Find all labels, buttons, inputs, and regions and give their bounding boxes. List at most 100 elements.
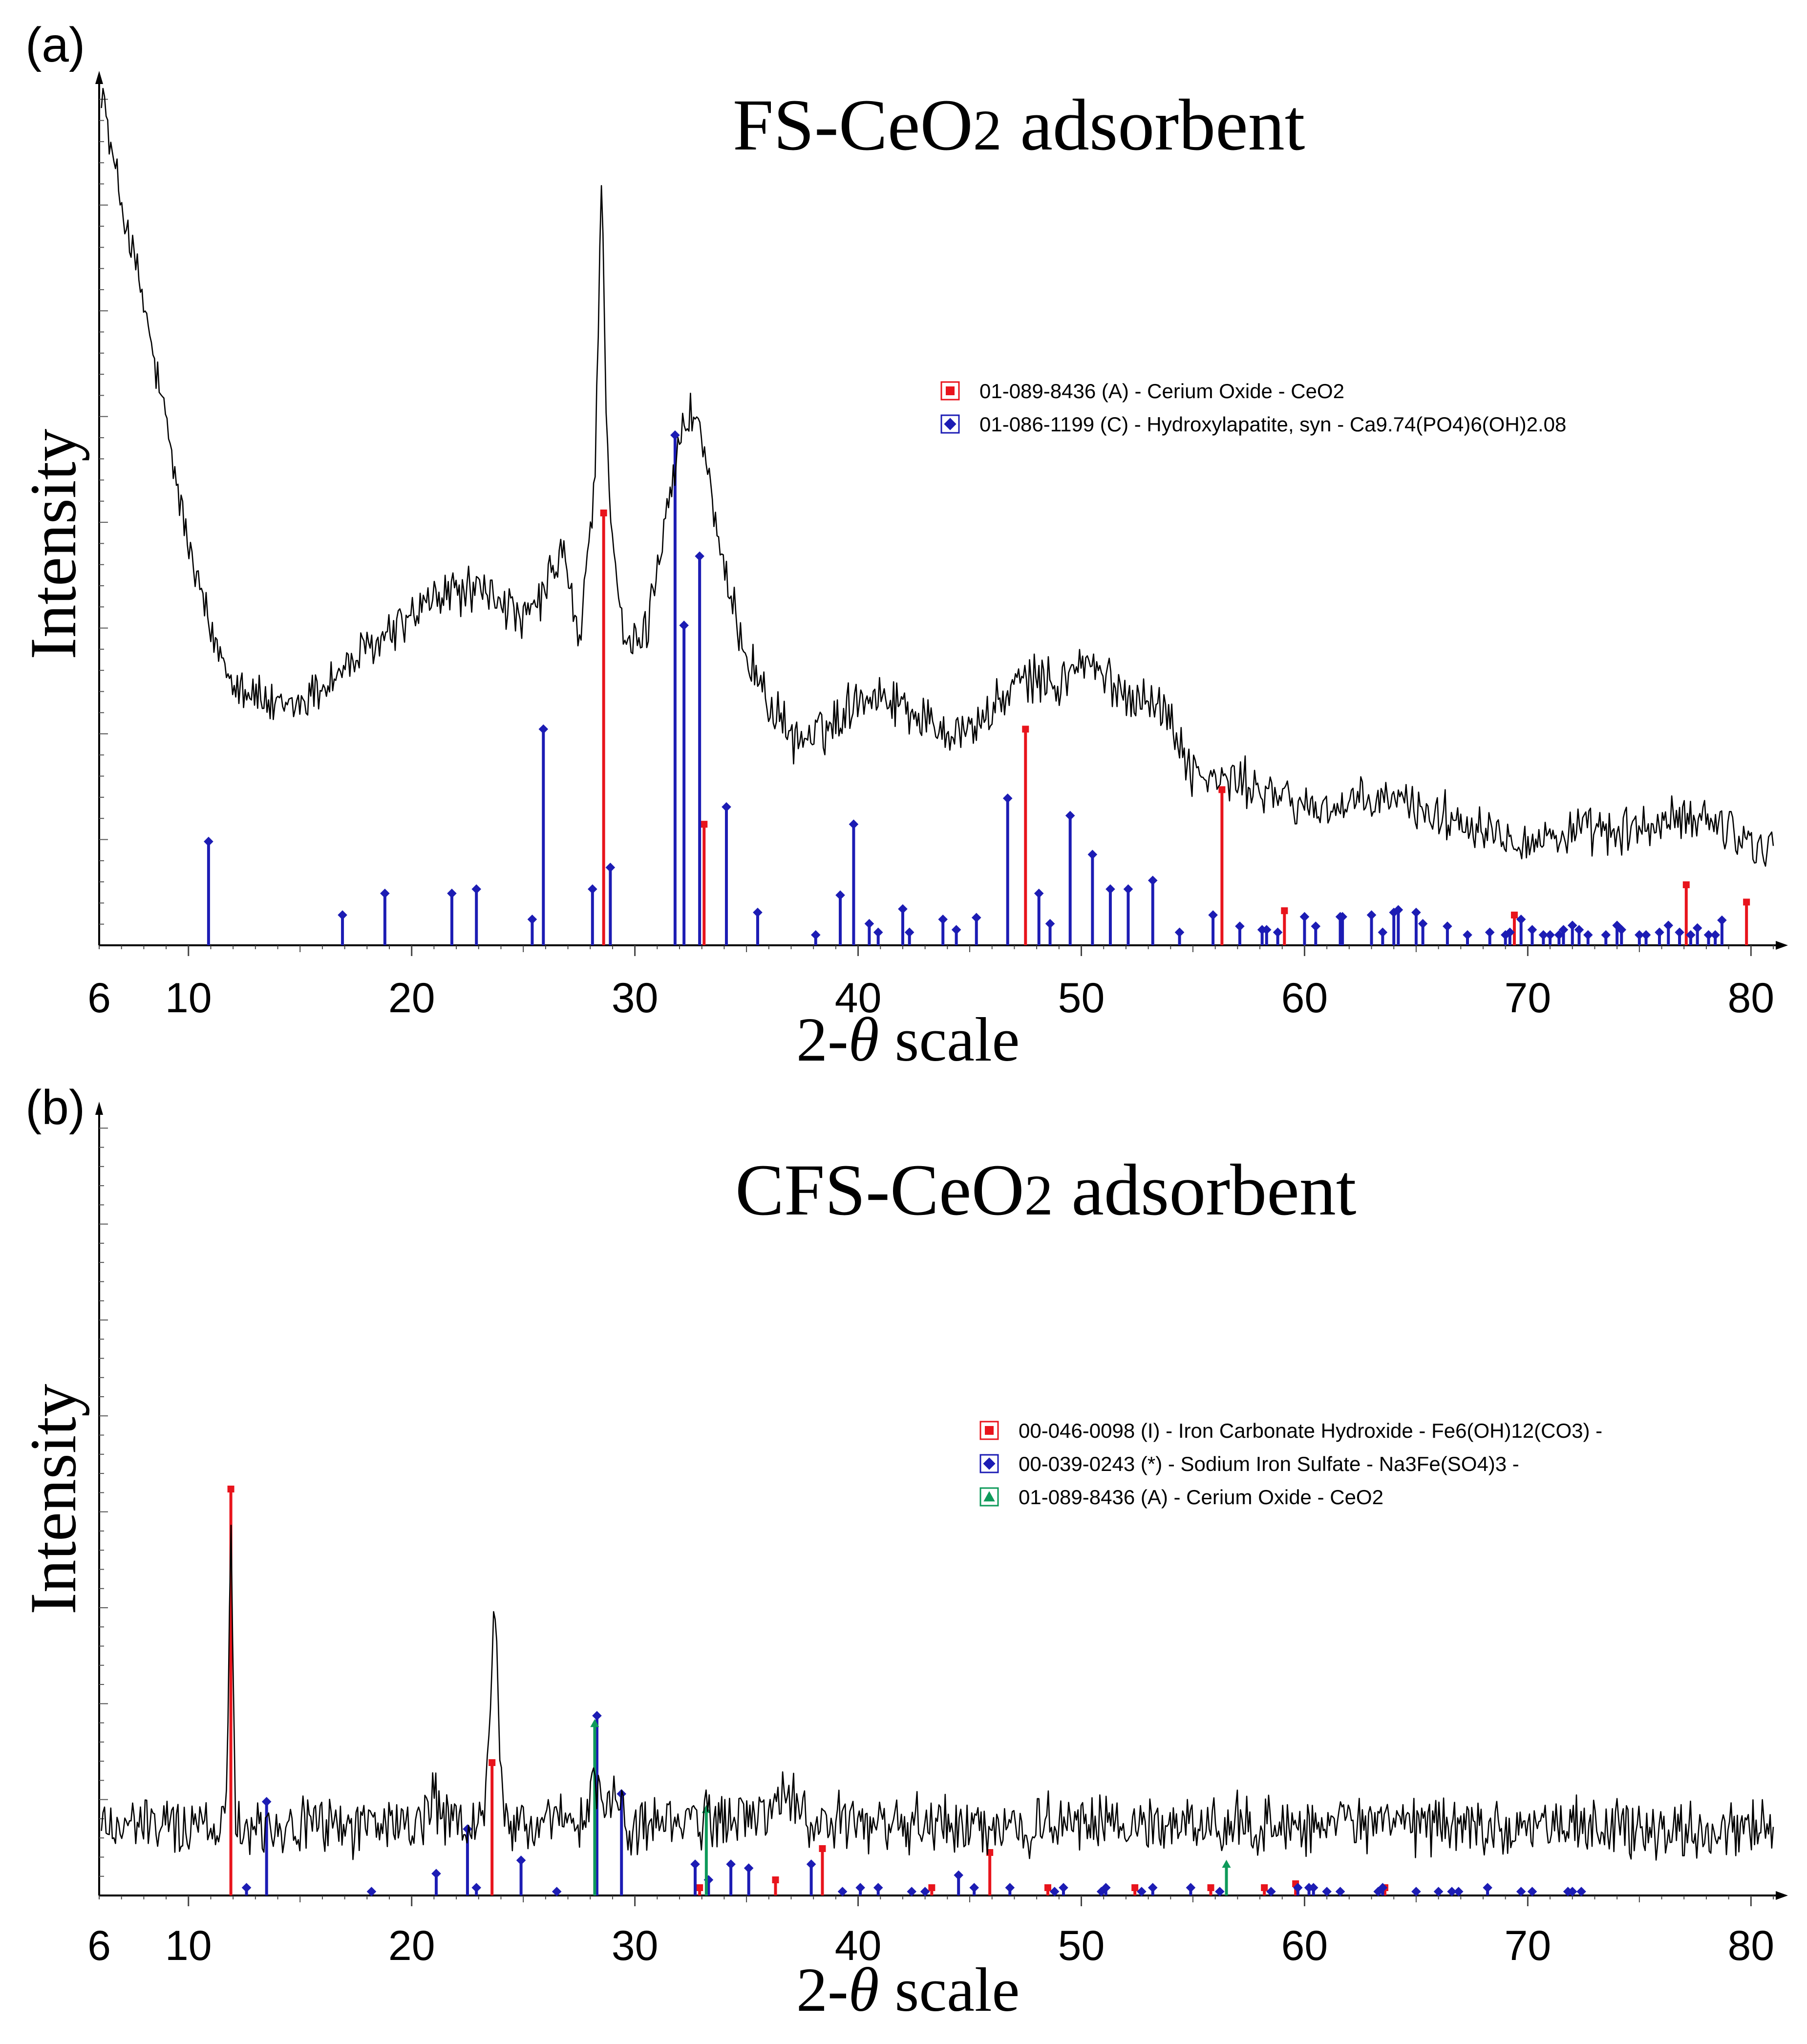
panel-a-x-tick-label: 70 [1505, 975, 1552, 1022]
panel-b-x-tick-label: 70 [1505, 1922, 1552, 1969]
panel-a-stick-marker [1418, 918, 1428, 929]
panel-a-stick-marker [1558, 925, 1569, 935]
panel-a-x-tick-label: 80 [1727, 975, 1774, 1022]
panel-b-stick-marker [516, 1855, 526, 1865]
panel-b-stick-marker [772, 1876, 779, 1883]
panel-a-stick-marker [873, 927, 883, 937]
panel-a-stick-marker [1148, 875, 1158, 886]
panel-b-x-axis-arrow [1776, 1891, 1788, 1900]
panel-b-stick-marker [261, 1797, 272, 1807]
panel-a-title: FS-CeO2 adsorbent [733, 83, 1305, 167]
panel-a-x-axis-arrow [1776, 941, 1788, 950]
panel-b-label: (b) [25, 1080, 85, 1135]
panel-a-stick-marker [600, 510, 607, 516]
panel-a-stick-marker [1393, 905, 1403, 915]
panel-a-stick-marker [1710, 930, 1720, 940]
panel-a-stick-marker [1612, 920, 1622, 931]
panel-b-tick-labels: 6 10 20 30 40 50 60 70 80 [87, 1922, 1774, 1969]
panel-b-title-subscript: 2 [1024, 1163, 1053, 1227]
panel-b-stick-marker [1483, 1883, 1492, 1893]
panel-a-stick-marker [1208, 910, 1218, 920]
panel-a-stick-marker [1218, 786, 1226, 793]
panel-a-stick-marker [1554, 930, 1564, 940]
panel-a-stick-marker [679, 620, 689, 630]
panel-b-legend-marker-diamond [983, 1457, 996, 1470]
panel-b-stick-marker [471, 1883, 482, 1893]
panel-b-stick-marker [1576, 1887, 1586, 1896]
panel-a-stick-marker [380, 889, 390, 898]
panel-a-stick-marker [898, 904, 908, 914]
panel-b-stick-marker [1433, 1887, 1444, 1896]
panel-a-pattern [101, 87, 1774, 867]
panel-a-stick-marker [1635, 930, 1644, 940]
panel-a-x-axis-title-suffix: scale [879, 1005, 1020, 1074]
panel-b-legend-marker-square [985, 1426, 994, 1435]
panel-a-stick-marker [338, 910, 347, 920]
panel-a-stick-marker [1338, 912, 1347, 922]
panel-b-x-tick-label: 40 [835, 1922, 882, 1969]
panel-b-x-axis-title-suffix: scale [879, 1955, 1020, 2024]
panel-a-stick-marker [1743, 898, 1750, 906]
panel-a-legend-entry: 01-086-1199 (C) - Hydroxylapatite, syn -… [979, 413, 1566, 436]
panel-b-stick-marker [726, 1859, 736, 1869]
panel-a-axes [95, 71, 1788, 950]
panel-b-stick-marker [837, 1887, 848, 1896]
panel-a-stick-marker [1538, 930, 1549, 940]
panel-a-stick-marker [447, 889, 457, 898]
panel-a-stick-marker [971, 913, 981, 923]
panel-a-stick-marker [835, 890, 845, 900]
panel-a-stick-marker [605, 862, 616, 873]
panel-b-stick-marker [1101, 1883, 1111, 1893]
panel-a-stick-marker [864, 918, 874, 929]
panel-b-stick-marker [928, 1884, 935, 1891]
panel-b-stick-marker [1044, 1884, 1051, 1891]
panel-a-stick-marker [1516, 915, 1526, 924]
panel-b-stick-marker [1059, 1883, 1068, 1893]
panel-b-stick-marker [1005, 1883, 1015, 1893]
panel-b-x-tick-label: 6 [87, 1922, 111, 1969]
panel-a-stick-marker [701, 821, 708, 828]
panel-a-stick-marker [1527, 925, 1537, 935]
panel-b-reference-sticks [227, 1486, 1586, 1896]
panel-b-stick-marker [366, 1887, 377, 1896]
panel-b-x-tick-label: 80 [1727, 1922, 1774, 1969]
panel-a-stick-marker [1105, 884, 1115, 894]
panel-a-chart: 6 10 20 30 40 50 60 70 80 01-089-8436 (A) - Ceri… [87, 71, 1788, 1022]
panel-b-title: CFS-CeO2 adsorbent [735, 1148, 1356, 1232]
panel-b-stick-marker [1049, 1887, 1060, 1896]
panel-a-stick-marker [1045, 918, 1055, 929]
panel-a-stick-marker [1311, 921, 1321, 931]
panel-b-stick-marker [744, 1863, 754, 1873]
panel-b-y-axis-arrow [95, 1102, 103, 1115]
panel-b-pattern [101, 1524, 1774, 1861]
panel-b-stick-marker [819, 1845, 826, 1852]
panel-a-tick-labels: 6 10 20 30 40 50 60 70 80 [87, 975, 1774, 1022]
panel-b-x-tick-label: 30 [612, 1922, 659, 1969]
panel-b-stick-marker [1215, 1887, 1225, 1896]
panel-a-stick-marker [1574, 925, 1584, 935]
panel-b-x-tick-label: 60 [1281, 1922, 1328, 1969]
panel-a-stick-marker [1567, 920, 1577, 931]
panel-b-stick-marker [1411, 1887, 1421, 1896]
panel-a-stick-marker [1655, 927, 1664, 937]
panel-a-stick-marker [1545, 930, 1555, 940]
panel-a-stick-marker [1366, 910, 1377, 920]
panel-b-stick-marker [552, 1887, 562, 1896]
panel-a-stick-marker [1682, 881, 1690, 889]
panel-b-stick-marker [907, 1887, 917, 1896]
panel-a-x-axis-title-prefix: 2- [796, 1005, 849, 1074]
panel-b-chart: 6 10 20 30 40 50 60 70 80 00-046-0098 (I) - Iron… [87, 1102, 1788, 1969]
panel-a-y-axis-arrow [95, 71, 103, 84]
panel-b-x-tick-label: 50 [1058, 1922, 1105, 1969]
panel-a-stick-marker [1299, 912, 1310, 922]
panel-b-stick-marker [1516, 1887, 1526, 1896]
panel-a-stick-marker [1692, 923, 1702, 933]
panel-b-stick-marker [1131, 1884, 1139, 1891]
panel-b-stick-marker [1527, 1887, 1537, 1896]
panel-a-legend-marker-square [946, 386, 955, 395]
panel-b-stick-marker [1207, 1884, 1214, 1891]
panel-b-stick-marker [1137, 1887, 1147, 1896]
panel-a-reference-sticks [204, 430, 1750, 945]
panel-b-stick-marker [592, 1711, 602, 1721]
panel-b-stick-marker [489, 1759, 496, 1766]
